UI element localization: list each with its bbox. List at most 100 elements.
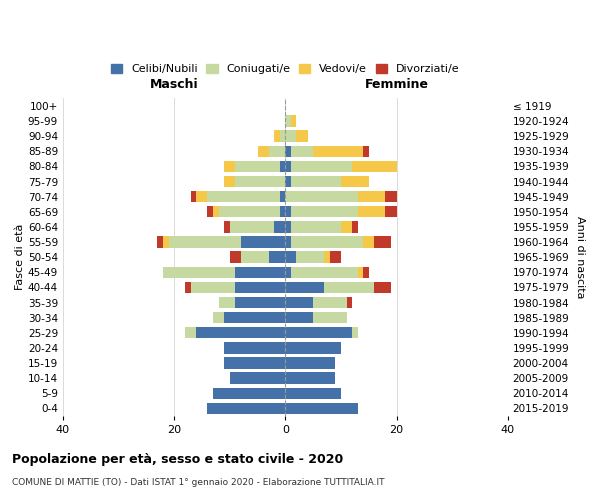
Text: COMUNE DI MATTIE (TO) - Dati ISTAT 1° gennaio 2020 - Elaborazione TUTTITALIA.IT: COMUNE DI MATTIE (TO) - Dati ISTAT 1° ge… <box>12 478 385 487</box>
Bar <box>291 266 358 278</box>
Bar <box>286 146 291 157</box>
Bar <box>280 206 286 218</box>
Bar <box>296 130 308 142</box>
Bar <box>269 146 286 157</box>
Bar <box>208 402 286 414</box>
Bar <box>235 176 286 187</box>
Bar <box>358 191 385 202</box>
Bar <box>230 372 286 384</box>
Bar <box>286 372 335 384</box>
Bar <box>286 402 358 414</box>
Bar <box>280 191 286 202</box>
Bar <box>230 221 274 232</box>
Bar <box>330 252 341 263</box>
Bar <box>241 252 269 263</box>
Bar <box>208 206 213 218</box>
Bar <box>313 312 347 324</box>
Bar <box>313 297 347 308</box>
Bar <box>169 236 241 248</box>
Bar <box>352 327 358 338</box>
Bar <box>196 327 286 338</box>
Bar <box>296 252 324 263</box>
Bar <box>224 176 235 187</box>
Bar <box>341 176 369 187</box>
Bar <box>235 266 286 278</box>
Bar <box>224 312 286 324</box>
Bar <box>218 206 280 218</box>
Bar <box>163 236 169 248</box>
Bar <box>291 160 352 172</box>
Bar <box>352 160 397 172</box>
Bar <box>286 236 291 248</box>
Bar <box>224 221 230 232</box>
Bar <box>347 297 352 308</box>
Bar <box>213 206 218 218</box>
Bar <box>385 191 397 202</box>
Bar <box>235 160 280 172</box>
Y-axis label: Fasce di età: Fasce di età <box>15 224 25 290</box>
Legend: Celibi/Nubili, Coniugati/e, Vedovi/e, Divorziati/e: Celibi/Nubili, Coniugati/e, Vedovi/e, Di… <box>107 60 464 79</box>
Text: Maschi: Maschi <box>150 78 199 91</box>
Bar <box>286 252 296 263</box>
Bar <box>286 191 358 202</box>
Bar <box>185 282 191 293</box>
Bar <box>291 236 363 248</box>
Bar <box>286 312 313 324</box>
Bar <box>191 282 235 293</box>
Bar <box>286 176 291 187</box>
Bar <box>235 297 286 308</box>
Bar <box>185 327 196 338</box>
Bar <box>363 266 369 278</box>
Bar <box>230 252 241 263</box>
Bar <box>286 130 296 142</box>
Bar <box>191 191 196 202</box>
Bar <box>218 297 235 308</box>
Bar <box>286 116 291 126</box>
Bar <box>286 297 313 308</box>
Y-axis label: Anni di nascita: Anni di nascita <box>575 216 585 298</box>
Bar <box>286 221 291 232</box>
Bar <box>241 236 286 248</box>
Bar <box>286 266 291 278</box>
Bar <box>286 206 291 218</box>
Bar <box>280 160 286 172</box>
Bar <box>291 221 341 232</box>
Bar <box>385 206 397 218</box>
Bar <box>324 252 330 263</box>
Bar <box>213 388 286 399</box>
Bar <box>280 130 286 142</box>
Bar <box>313 146 363 157</box>
Bar <box>291 206 358 218</box>
Bar <box>208 191 280 202</box>
Bar <box>224 160 235 172</box>
Bar <box>324 282 374 293</box>
Bar <box>286 160 291 172</box>
Bar <box>286 358 335 368</box>
Bar <box>274 221 286 232</box>
Bar <box>274 130 280 142</box>
Bar <box>363 236 374 248</box>
Bar <box>235 282 286 293</box>
Bar <box>341 221 352 232</box>
Bar <box>163 266 235 278</box>
Bar <box>374 282 391 293</box>
Text: Femmine: Femmine <box>365 78 428 91</box>
Bar <box>286 327 352 338</box>
Bar <box>286 282 324 293</box>
Bar <box>291 116 296 126</box>
Text: Popolazione per età, sesso e stato civile - 2020: Popolazione per età, sesso e stato civil… <box>12 452 343 466</box>
Bar <box>358 266 363 278</box>
Bar <box>196 191 208 202</box>
Bar <box>224 342 286 353</box>
Bar <box>269 252 286 263</box>
Bar <box>286 388 341 399</box>
Bar <box>224 358 286 368</box>
Bar <box>291 176 341 187</box>
Bar <box>358 206 385 218</box>
Bar <box>213 312 224 324</box>
Bar <box>374 236 391 248</box>
Bar <box>291 146 313 157</box>
Bar <box>363 146 369 157</box>
Bar <box>352 221 358 232</box>
Bar <box>257 146 269 157</box>
